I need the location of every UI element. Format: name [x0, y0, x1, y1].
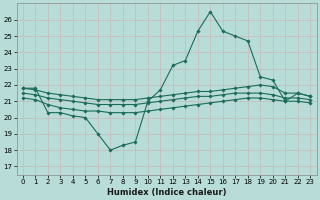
- X-axis label: Humidex (Indice chaleur): Humidex (Indice chaleur): [107, 188, 226, 197]
